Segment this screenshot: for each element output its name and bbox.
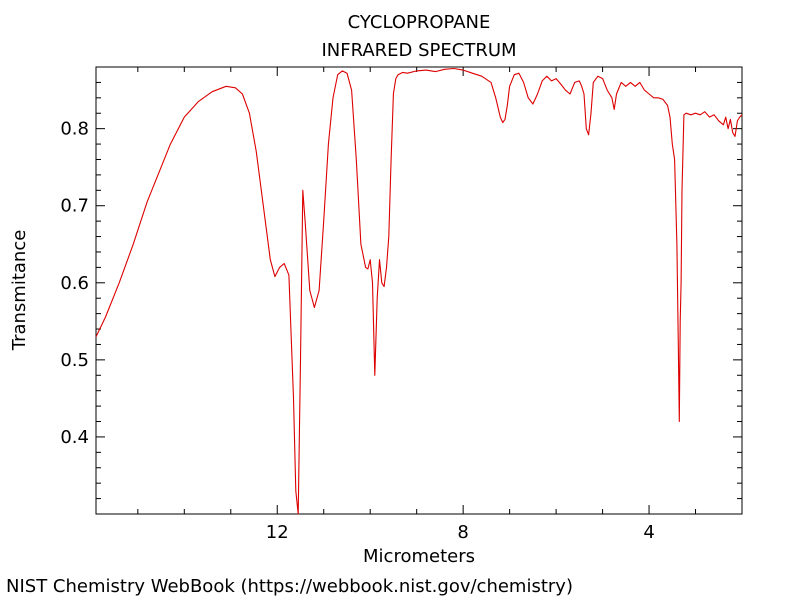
source-credit: NIST Chemistry WebBook (https://webbook.… xyxy=(6,576,573,597)
y-tick-label: 0.6 xyxy=(60,273,89,294)
plot-area: 12 8 4 0.4 0.5 0.6 0.7 0.8 xyxy=(60,66,743,543)
y-tick-label: 0.8 xyxy=(60,119,89,140)
y-tick-label: 0.7 xyxy=(60,196,89,217)
y-tick-label: 0.4 xyxy=(60,427,89,448)
axis-ticks: 12 8 4 0.4 0.5 0.6 0.7 0.8 xyxy=(60,66,743,543)
x-tick-label: 8 xyxy=(457,522,468,543)
y-axis-label: Transmitance xyxy=(9,230,30,352)
plot-frame xyxy=(95,66,743,515)
x-tick-label: 12 xyxy=(266,522,289,543)
chart-title: CYCLOPROPANE xyxy=(348,12,491,33)
chart-subtitle: INFRARED SPECTRUM xyxy=(321,40,516,61)
spectrum-line xyxy=(95,67,743,515)
x-axis-label: Micrometers xyxy=(363,546,475,567)
x-tick-label: 4 xyxy=(643,522,654,543)
y-tick-label: 0.5 xyxy=(60,350,89,371)
